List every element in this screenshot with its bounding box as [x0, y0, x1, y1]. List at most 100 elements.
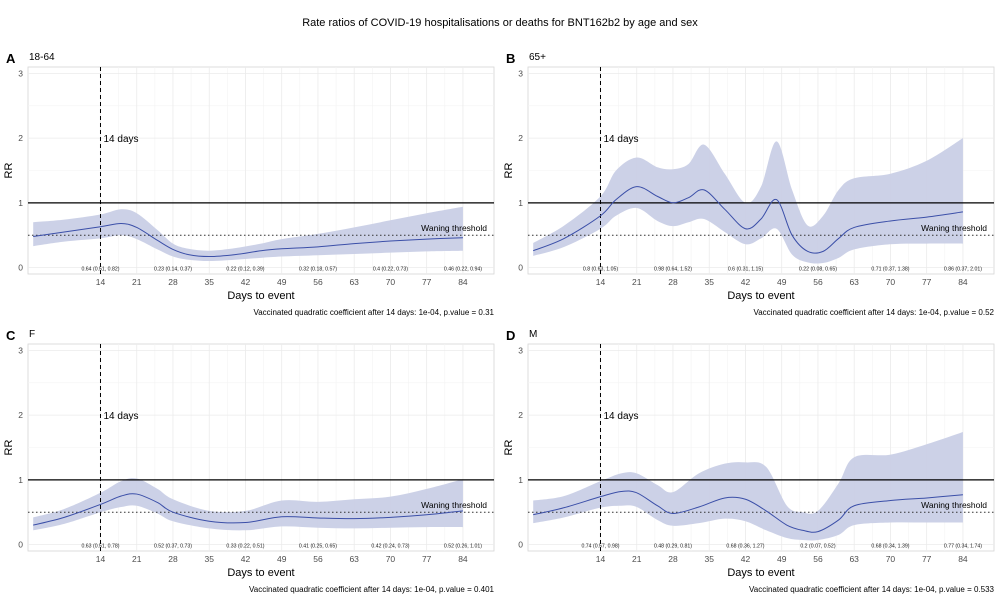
annotation-label: 0.8 (0.63, 1.05) — [583, 267, 618, 273]
panel-footnote: Vaccinated quadratic coefficient after 1… — [249, 585, 495, 594]
x-tick-label: 84 — [958, 554, 968, 564]
annotation-label: 0.22 (0.12, 0.39) — [226, 267, 264, 273]
x-tick-label: 49 — [277, 277, 287, 287]
annotation-label: 0.68 (0.34, 1.39) — [871, 544, 909, 550]
x-tick-label: 42 — [741, 554, 751, 564]
x-tick-label: 21 — [132, 554, 142, 564]
panel-footnote: Vaccinated quadratic coefficient after 1… — [253, 308, 494, 317]
y-tick-label: 2 — [518, 410, 523, 420]
waning-threshold-label: Waning threshold — [921, 223, 987, 233]
annotation-label: 0.71 (0.37, 1.38) — [871, 267, 909, 273]
y-tick-label: 3 — [518, 345, 523, 355]
x-tick-label: 49 — [777, 277, 787, 287]
x-tick-label: 21 — [132, 277, 142, 287]
x-tick-label: 63 — [849, 554, 859, 564]
annotation-label: 0.33 (0.22, 0.51) — [226, 544, 264, 550]
annotation-label: 0.4 (0.22, 0.73) — [373, 267, 408, 273]
y-tick-label: 3 — [18, 345, 23, 355]
x-tick-label: 42 — [741, 277, 751, 287]
y-tick-label: 3 — [18, 68, 23, 78]
panel-tag: B — [506, 51, 515, 66]
x-tick-label: 14 — [96, 277, 106, 287]
x-tick-label: 56 — [313, 554, 323, 564]
annotation-label: 0.6 (0.31, 1.15) — [728, 267, 763, 273]
x-tick-label: 21 — [632, 277, 642, 287]
annotation-label: 0.23 (0.14, 0.37) — [154, 267, 192, 273]
annotation-label: 0.86 (0.37, 2.01) — [944, 267, 982, 273]
x-tick-label: 49 — [277, 554, 287, 564]
waning-threshold-label: Waning threshold — [421, 223, 487, 233]
rr-line — [532, 186, 964, 254]
annotation-label: 0.32 (0.18, 0.57) — [299, 267, 337, 273]
x-tick-label: 63 — [349, 277, 359, 287]
chart-panel-c: 14 days Waning threshold 0.63 (0.51, 0.78)… — [3, 328, 495, 594]
y-axis-title: RR — [3, 163, 15, 179]
x-axis-title: Days to event — [727, 290, 794, 302]
figure-title: Rate ratios of COVID-19 hospitalisations… — [302, 17, 698, 29]
waning-threshold-label: Waning threshold — [921, 500, 987, 510]
y-tick-label: 2 — [18, 133, 23, 143]
x-tick-label: 77 — [422, 277, 432, 287]
y-axis-title: RR — [503, 163, 515, 179]
x-tick-label: 84 — [958, 277, 968, 287]
x-tick-label: 77 — [922, 554, 932, 564]
confidence-ribbon — [33, 478, 463, 531]
x-tick-label: 56 — [813, 277, 823, 287]
x-tick-label: 70 — [886, 277, 896, 287]
panel-tag: A — [6, 51, 16, 66]
x-tick-label: 70 — [886, 554, 896, 564]
chart-panel-b: 14 days Waning threshold 0.8 (0.63, 1.05) 0… — [503, 51, 995, 317]
confidence-ribbon — [533, 138, 963, 264]
x-tick-label: 35 — [704, 554, 714, 564]
x-tick-label: 77 — [922, 277, 932, 287]
x-axis-title: Days to event — [227, 290, 294, 302]
panel-subtitle: M — [529, 329, 537, 340]
x-tick-label: 35 — [204, 277, 214, 287]
x-tick-label: 42 — [241, 277, 251, 287]
annotation-label: 0.74 (0.57, 0.98) — [581, 544, 619, 550]
y-tick-label: 0 — [518, 540, 523, 550]
x-tick-label: 14 — [596, 554, 606, 564]
vline-label: 14 days — [103, 411, 138, 422]
panel-subtitle: 65+ — [529, 52, 546, 63]
x-axis-title: Days to event — [727, 567, 794, 579]
y-tick-label: 0 — [18, 263, 23, 273]
x-tick-label: 56 — [813, 554, 823, 564]
chart-panel-a: 14 days Waning threshold 0.64 (0.51, 0.82)… — [3, 51, 495, 317]
annotation-label: 0.48 (0.29, 0.81) — [654, 544, 692, 550]
panel-subtitle: F — [29, 329, 35, 340]
x-tick-label: 28 — [168, 277, 178, 287]
x-tick-label: 56 — [313, 277, 323, 287]
x-tick-label: 49 — [777, 554, 787, 564]
x-tick-label: 70 — [386, 277, 396, 287]
y-tick-label: 1 — [518, 475, 523, 485]
annotation-label: 0.63 (0.51, 0.78) — [81, 544, 119, 550]
annotation-label: 0.77 (0.34, 1.74) — [944, 544, 982, 550]
annotation-label: 0.22 (0.08, 0.65) — [799, 267, 837, 273]
annotation-label: 0.2 (0.07, 0.52) — [800, 544, 835, 550]
vline-label: 14 days — [603, 411, 638, 422]
x-tick-label: 21 — [632, 554, 642, 564]
rr-line — [33, 493, 463, 526]
waning-threshold-label: Waning threshold — [421, 500, 487, 510]
rr-line — [533, 490, 963, 533]
panel-subtitle: 18-64 — [29, 52, 55, 63]
panel-tag: C — [6, 328, 16, 343]
x-tick-label: 35 — [204, 554, 214, 564]
x-tick-label: 63 — [349, 554, 359, 564]
annotation-label: 0.46 (0.22, 0.94) — [444, 267, 482, 273]
y-tick-label: 0 — [518, 263, 523, 273]
chart-panel-d: 14 days Waning threshold 0.74 (0.57, 0.98)… — [503, 328, 995, 594]
annotation-label: 0.98 (0.64, 1.52) — [654, 267, 692, 273]
confidence-ribbon — [33, 206, 463, 262]
y-tick-label: 3 — [518, 68, 523, 78]
x-axis-title: Days to event — [227, 567, 294, 579]
vline-label: 14 days — [103, 134, 138, 145]
x-tick-label: 63 — [849, 277, 859, 287]
panel-tag: D — [506, 328, 515, 343]
x-tick-label: 42 — [241, 554, 251, 564]
annotation-label: 0.64 (0.51, 0.82) — [81, 267, 119, 273]
panel-footnote: Vaccinated quadratic coefficient after 1… — [749, 585, 995, 594]
confidence-ribbon — [533, 431, 963, 541]
